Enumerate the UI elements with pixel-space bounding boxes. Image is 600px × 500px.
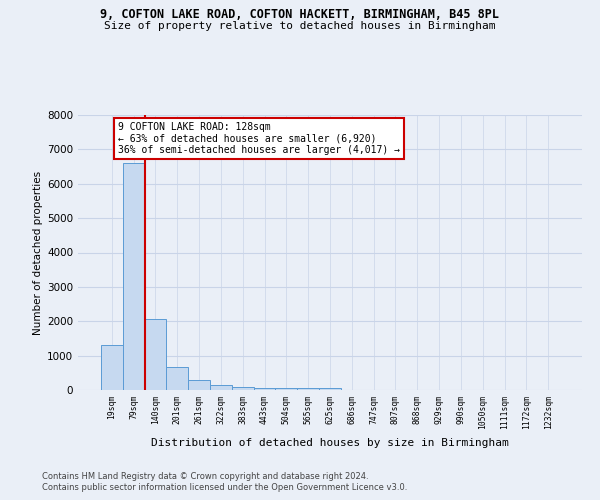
Text: 9, COFTON LAKE ROAD, COFTON HACKETT, BIRMINGHAM, B45 8PL: 9, COFTON LAKE ROAD, COFTON HACKETT, BIR…: [101, 8, 499, 20]
Bar: [210, 385, 232, 390]
Bar: [297, 388, 319, 390]
Text: Distribution of detached houses by size in Birmingham: Distribution of detached houses by size …: [151, 438, 509, 448]
Bar: [188, 380, 210, 390]
Text: 9 COFTON LAKE ROAD: 128sqm
← 63% of detached houses are smaller (6,920)
36% of s: 9 COFTON LAKE ROAD: 128sqm ← 63% of deta…: [118, 122, 400, 155]
Y-axis label: Number of detached properties: Number of detached properties: [33, 170, 43, 334]
Bar: [275, 388, 297, 390]
Text: Contains public sector information licensed under the Open Government Licence v3: Contains public sector information licen…: [42, 483, 407, 492]
Text: Size of property relative to detached houses in Birmingham: Size of property relative to detached ho…: [104, 21, 496, 31]
Bar: [166, 366, 188, 390]
Bar: [319, 388, 341, 390]
Bar: [101, 346, 123, 390]
Bar: [145, 318, 166, 390]
Text: Contains HM Land Registry data © Crown copyright and database right 2024.: Contains HM Land Registry data © Crown c…: [42, 472, 368, 481]
Bar: [254, 388, 275, 390]
Bar: [232, 387, 254, 390]
Bar: [123, 163, 145, 390]
